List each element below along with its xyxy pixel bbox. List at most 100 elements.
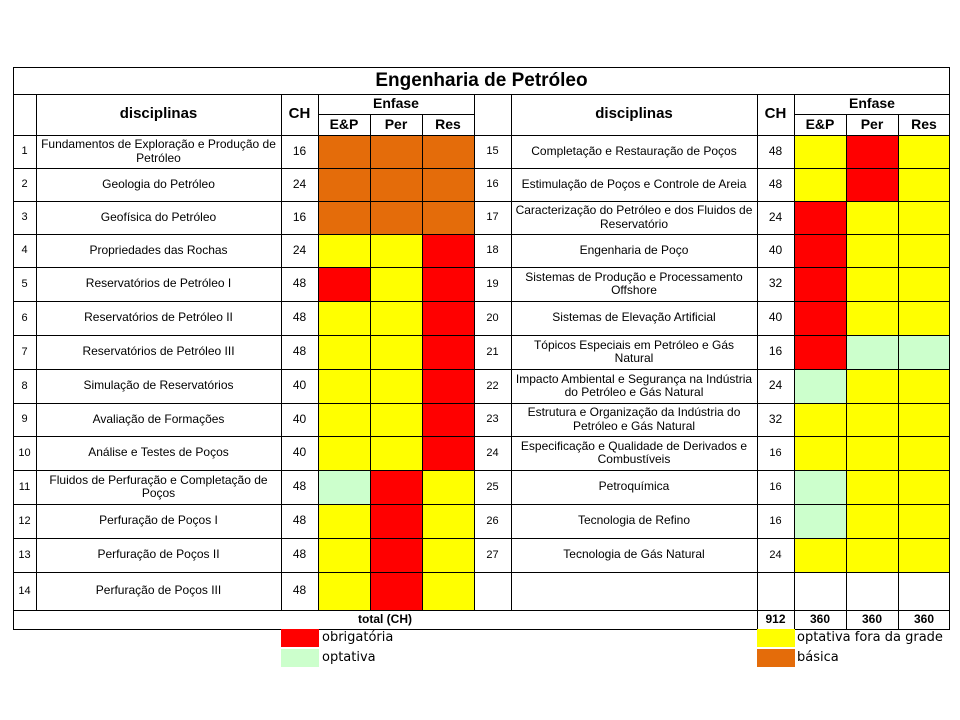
course-table: Engenharia de Petróleo disciplinas CH Enfas… bbox=[13, 67, 950, 630]
discipline-name: Perfuração de Poços III bbox=[95, 583, 222, 598]
discipline-ch: 32 bbox=[768, 276, 783, 291]
discipline-name: Impacto Ambiental e Segurança na Indústr… bbox=[515, 371, 753, 399]
discipline-ch: 24 bbox=[292, 176, 307, 191]
status-per-fora_da_grade bbox=[846, 234, 898, 267]
status-ep-obrigatoria bbox=[794, 335, 846, 369]
grid-line bbox=[13, 94, 950, 95]
row-number: 17 bbox=[486, 211, 499, 224]
status-per-fora_da_grade bbox=[846, 267, 898, 301]
grid-line bbox=[36, 94, 37, 610]
status-res-fora_da_grade bbox=[898, 504, 950, 538]
status-ep-fora_da_grade bbox=[794, 436, 846, 470]
discipline-ch: 48 bbox=[292, 547, 307, 562]
grid-line bbox=[13, 504, 950, 505]
total-ep: 360 bbox=[809, 612, 831, 627]
discipline-ch: 32 bbox=[768, 411, 783, 426]
status-ep-obrigatoria bbox=[794, 234, 846, 267]
status-ep-fora_da_grade bbox=[318, 369, 370, 403]
discipline-ch: 16 bbox=[769, 514, 782, 527]
status-res-obrigatoria bbox=[422, 369, 474, 403]
status-ep-fora_da_grade bbox=[318, 403, 370, 436]
legend-swatch-basica bbox=[757, 649, 795, 667]
status-res-obrigatoria bbox=[422, 301, 474, 335]
discipline-ch: 48 bbox=[768, 176, 783, 191]
row-number: 21 bbox=[486, 345, 499, 358]
discipline-name: Tecnologia de Refino bbox=[577, 513, 691, 528]
row-number: 27 bbox=[486, 548, 499, 561]
status-ep-obrigatoria bbox=[794, 267, 846, 301]
status-per-fora_da_grade bbox=[370, 436, 422, 470]
header-ch-right: CH bbox=[764, 105, 787, 123]
grid-line bbox=[13, 335, 950, 336]
discipline-name: Análise e Testes de Poços bbox=[88, 445, 229, 460]
status-res-obrigatoria bbox=[422, 234, 474, 267]
total-per: 360 bbox=[861, 612, 883, 627]
discipline-name: Simulação de Reservatórios bbox=[83, 378, 234, 393]
discipline-name: Geologia do Petróleo bbox=[102, 176, 215, 191]
status-per-fora_da_grade bbox=[846, 369, 898, 403]
status-ep-obrigatoria bbox=[318, 267, 370, 301]
status-res-basica bbox=[422, 168, 474, 201]
legend-label-fora-da-grade: optativa fora da grade bbox=[797, 630, 943, 645]
status-res-obrigatoria bbox=[422, 267, 474, 301]
status-ep-obrigatoria bbox=[794, 301, 846, 335]
header-ep-right: E&P bbox=[805, 115, 835, 132]
row-number: 7 bbox=[21, 345, 28, 358]
discipline-ch: 48 bbox=[292, 276, 307, 291]
status-ep-optativa bbox=[794, 504, 846, 538]
header-per-right: Per bbox=[860, 115, 884, 132]
discipline-name: Tecnologia de Gás Natural bbox=[563, 547, 705, 562]
grid-line bbox=[13, 67, 950, 68]
status-per-obrigatoria bbox=[370, 470, 422, 504]
legend-swatch-optativa bbox=[281, 649, 319, 667]
discipline-name: Reservatórios de Petróleo I bbox=[85, 276, 232, 291]
status-ep-optativa bbox=[794, 369, 846, 403]
status-per-fora_da_grade bbox=[846, 403, 898, 436]
status-ep-fora_da_grade bbox=[318, 538, 370, 572]
discipline-ch: 16 bbox=[292, 209, 307, 224]
status-res-fora_da_grade bbox=[898, 234, 950, 267]
status-res-fora_da_grade bbox=[898, 369, 950, 403]
grid-line bbox=[846, 114, 847, 610]
row-number: 14 bbox=[18, 584, 31, 597]
grid-line bbox=[281, 94, 282, 610]
status-res-obrigatoria bbox=[422, 403, 474, 436]
status-per-obrigatoria bbox=[370, 538, 422, 572]
grid-line bbox=[13, 629, 950, 630]
discipline-ch: 16 bbox=[769, 480, 782, 493]
status-ep-fora_da_grade bbox=[318, 234, 370, 267]
status-ep-obrigatoria bbox=[794, 201, 846, 234]
status-per-fora_da_grade bbox=[846, 436, 898, 470]
status-per-fora_da_grade bbox=[846, 538, 898, 572]
status-per-obrigatoria bbox=[846, 135, 898, 168]
total-res: 360 bbox=[913, 612, 935, 627]
status-per-optativa bbox=[846, 335, 898, 369]
grid-line bbox=[13, 369, 950, 370]
discipline-ch: 40 bbox=[292, 411, 307, 426]
discipline-ch: 24 bbox=[292, 242, 307, 257]
row-number: 4 bbox=[21, 244, 28, 257]
row-number: 26 bbox=[486, 514, 499, 527]
status-ep-fora_da_grade bbox=[318, 504, 370, 538]
header-disciplinas-right: disciplinas bbox=[595, 105, 673, 123]
status-ep-fora_da_grade bbox=[318, 301, 370, 335]
status-ep-optativa bbox=[794, 470, 846, 504]
row-number: 20 bbox=[486, 311, 499, 324]
grid-line bbox=[13, 201, 950, 202]
total-ch: 912 bbox=[765, 612, 786, 627]
legend-label-obrigatoria: obrigatória bbox=[322, 630, 394, 645]
row-number: 1 bbox=[21, 145, 28, 158]
status-per-basica bbox=[370, 168, 422, 201]
status-res-fora_da_grade bbox=[898, 267, 950, 301]
grid-line bbox=[846, 610, 847, 630]
grid-line bbox=[474, 94, 475, 610]
grid-line bbox=[13, 470, 950, 471]
grid-line bbox=[13, 538, 950, 539]
row-number: 13 bbox=[18, 548, 31, 561]
discipline-name: Caracterização do Petróleo e dos Fluidos… bbox=[515, 203, 753, 231]
status-per-fora_da_grade bbox=[370, 403, 422, 436]
grid-line bbox=[511, 94, 512, 610]
row-number: 19 bbox=[486, 277, 499, 290]
grid-line bbox=[13, 168, 950, 169]
status-res-fora_da_grade bbox=[422, 572, 474, 610]
